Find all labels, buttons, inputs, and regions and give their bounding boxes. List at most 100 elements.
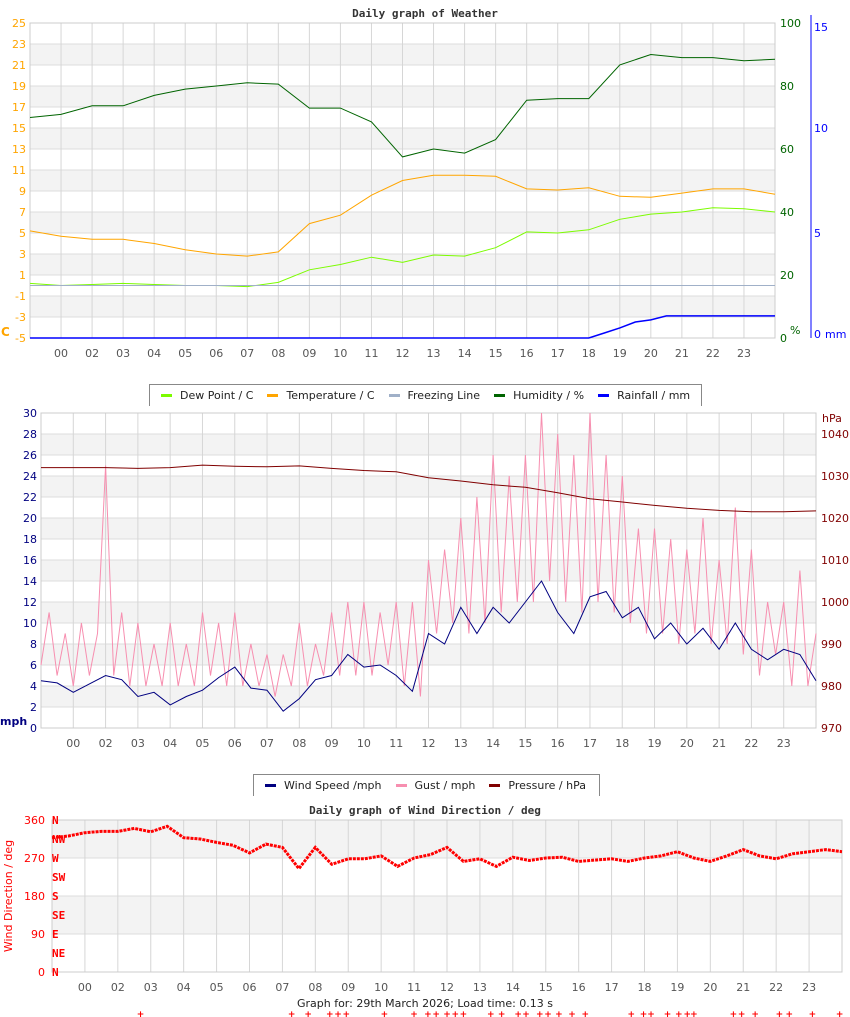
y-left-tick-label: 30 (23, 407, 37, 420)
direction-mark: + (443, 1010, 451, 1017)
y-left-tick-label: 360 (24, 814, 45, 827)
x-tick-label: 10 (357, 737, 371, 750)
direction-mark: + (675, 1010, 683, 1017)
x-tick-label: 14 (458, 347, 472, 360)
direction-mark: + (487, 1010, 495, 1017)
x-tick-label: 17 (583, 737, 597, 750)
direction-mark: + (424, 1010, 432, 1017)
x-tick-label: 10 (374, 981, 388, 994)
x-tick-label: 04 (177, 981, 191, 994)
x-tick-label: 16 (551, 737, 565, 750)
y-right-tick-label: 0 (814, 328, 821, 341)
compass-label: NW (52, 833, 66, 846)
direction-mark: + (647, 1010, 655, 1017)
direction-mark: + (751, 1010, 759, 1017)
x-tick-label: 22 (744, 737, 758, 750)
y-left-tick-label: 12 (23, 596, 37, 609)
y-left-tick-label: 6 (30, 659, 37, 672)
plot-border (40, 412, 817, 729)
legend-swatch (489, 784, 501, 787)
x-tick-label: 09 (302, 347, 316, 360)
x-tick-label: 19 (670, 981, 684, 994)
y-right-tick-label: 990 (821, 638, 842, 651)
direction-mark: + (460, 1010, 468, 1017)
x-tick-label: 08 (308, 981, 322, 994)
legend-humidity: Humidity / % (494, 389, 584, 402)
direction-mark: + (514, 1010, 522, 1017)
y-left-tick-label: -5 (15, 332, 26, 345)
x-tick-label: 06 (243, 981, 257, 994)
x-tick-label: 15 (518, 737, 532, 750)
x-tick-label: 23 (737, 347, 751, 360)
direction-mark: + (690, 1010, 698, 1017)
legend-swatch (395, 784, 407, 787)
x-tick-label: 15 (539, 981, 553, 994)
direction-mark: + (536, 1010, 544, 1017)
y-left-tick-label: 1 (19, 269, 26, 282)
x-tick-label: 02 (99, 737, 113, 750)
legend-label: Rainfall / mm (617, 389, 691, 402)
legend-swatch (161, 394, 172, 397)
y-left-tick-label: 20 (23, 512, 37, 525)
x-tick-label: 15 (489, 347, 503, 360)
legend-pressure: Pressure / hPa (489, 779, 586, 792)
series-line-dew-point-c (29, 207, 776, 288)
direction-mark: + (664, 1010, 672, 1017)
y-right-tick-label: 1000 (821, 596, 849, 609)
y-left-tick-label: 17 (12, 101, 26, 114)
x-tick-label: 04 (163, 737, 177, 750)
direction-mark: + (288, 1010, 296, 1017)
x-tick-label: 19 (648, 737, 662, 750)
wind-legend: Wind Speed /mph Gust / mph Pressure / hP… (253, 774, 600, 796)
legend-label: Wind Speed /mph (284, 779, 382, 792)
series-line-rainfall-mm (30, 315, 775, 339)
compass-label: W (52, 852, 59, 865)
x-tick-label: 11 (364, 347, 378, 360)
direction-mark: + (544, 1010, 552, 1017)
series-line-wind-direction (51, 824, 843, 872)
y-right-tick-label: 0 (780, 332, 787, 345)
y-right-tick-label: 1020 (821, 512, 849, 525)
x-tick-label: 06 (209, 347, 223, 360)
series-line-pressure-hpa (41, 464, 817, 513)
x-tick-label: 00 (78, 981, 92, 994)
y-right-tick-label: 980 (821, 680, 842, 693)
y-left-tick-label: 8 (30, 638, 37, 651)
compass-label: SW (52, 871, 66, 884)
x-tick-label: 16 (520, 347, 534, 360)
legend-swatch (388, 394, 400, 397)
y-left-tick-label: 15 (12, 122, 26, 135)
y-left-tick-label: 180 (24, 890, 45, 903)
x-tick-label: 12 (422, 737, 436, 750)
x-tick-label: 13 (454, 737, 468, 750)
y-axis-title: Wind Direction / deg (2, 840, 15, 952)
legend-label: Gust / mph (414, 779, 476, 792)
legend-swatch (598, 394, 610, 397)
x-tick-label: 13 (473, 981, 487, 994)
compass-label: S (52, 890, 59, 903)
x-tick-label: 07 (260, 737, 274, 750)
x-tick-label: 08 (271, 347, 285, 360)
compass-label: N (52, 966, 59, 979)
direction-mark: + (628, 1010, 636, 1017)
x-tick-label: 02 (85, 347, 99, 360)
legend-label: Temperature / C (286, 389, 375, 402)
x-tick-label: 12 (440, 981, 454, 994)
direction-mark: + (684, 1010, 692, 1017)
x-tick-label: 22 (769, 981, 783, 994)
y-left-tick-label: 5 (19, 227, 26, 240)
y-left-tick-label: 0 (38, 966, 45, 979)
direction-mark: + (581, 1010, 589, 1017)
legend-gust: Gust / mph (395, 779, 476, 792)
x-tick-label: 00 (54, 347, 68, 360)
x-tick-label: 05 (195, 737, 209, 750)
direction-mark: + (410, 1010, 418, 1017)
direction-mark: + (738, 1010, 746, 1017)
direction-mark: + (640, 1010, 648, 1017)
x-tick-label: 03 (116, 347, 130, 360)
direction-mark: + (137, 1010, 145, 1017)
x-tick-label: 20 (644, 347, 658, 360)
y-left-tick-label: 3 (19, 248, 26, 261)
x-tick-label: 10 (333, 347, 347, 360)
